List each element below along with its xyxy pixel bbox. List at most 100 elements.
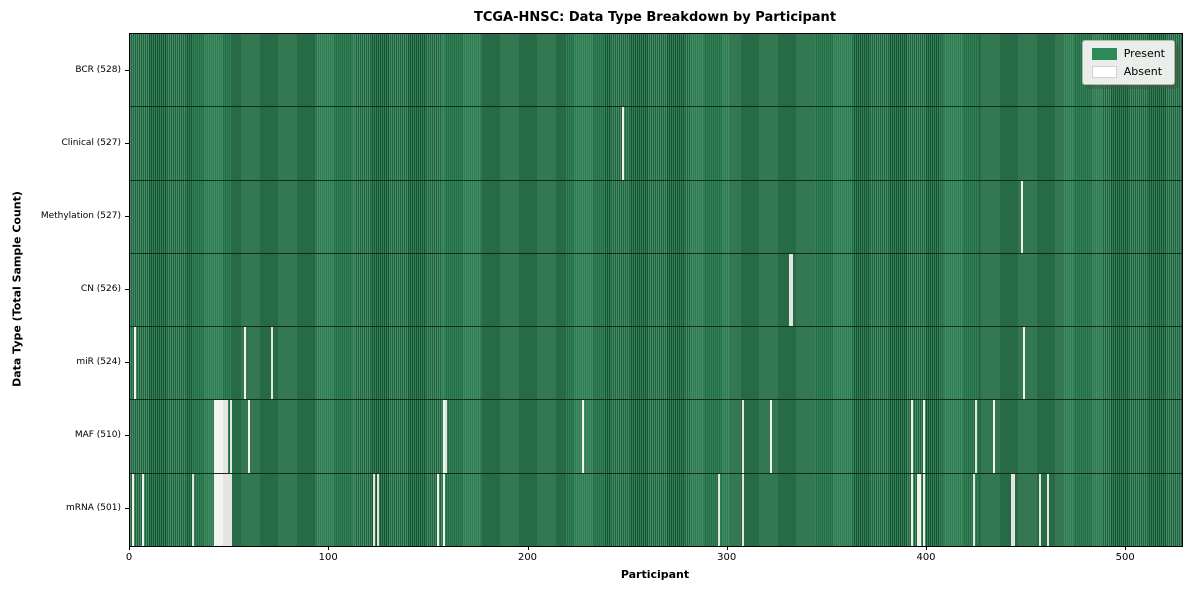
- y-tick-label-cn: CN (526): [80, 284, 121, 294]
- y-tick: [125, 289, 129, 290]
- absent-mark: [219, 400, 222, 473]
- heatmap-row-maf: [130, 399, 1182, 473]
- row-shading: [130, 253, 1182, 327]
- absent-mark: [217, 400, 220, 473]
- absent-mark: [225, 400, 228, 473]
- y-tick: [125, 508, 129, 510]
- y-tick: [125, 215, 129, 217]
- x-tick-label-500: 500: [1115, 552, 1135, 563]
- y-tick-label-bcr: BCR (528): [75, 64, 121, 75]
- y-tick-label-clinical: Clinical (527): [61, 137, 121, 148]
- absent-mark: [191, 473, 194, 546]
- heatmap-row-cn: [130, 252, 1182, 327]
- y-tick: [125, 69, 129, 71]
- x-tick-label-200: 200: [517, 552, 538, 563]
- absent-mark: [622, 107, 625, 180]
- absent-mark: [219, 473, 222, 546]
- row-shading: [130, 400, 1182, 473]
- x-tick: [1125, 546, 1127, 550]
- legend-entry-absent: Absent: [1091, 65, 1165, 78]
- y-tick-label-maf: MAF (510): [74, 430, 121, 441]
- y-tick: [125, 142, 129, 144]
- x-tick: [726, 546, 728, 550]
- absent-mark: [215, 400, 218, 473]
- absent-mark: [227, 473, 230, 546]
- absent-mark: [373, 473, 376, 546]
- absent-mark: [919, 473, 921, 546]
- y-tick-label-methylation: Methylation (527): [40, 210, 121, 221]
- absent-mark: [922, 400, 925, 473]
- absent-mark: [133, 327, 136, 400]
- x-tick: [129, 546, 130, 550]
- heatmap-row-clinical: [130, 106, 1182, 180]
- heatmap-plot[interactable]: Present Absent: [129, 33, 1183, 547]
- absent-mark: [917, 473, 919, 546]
- heatmap-row-mrna: [130, 472, 1182, 546]
- absent-mark: [1038, 473, 1041, 546]
- absent-mark: [271, 327, 274, 400]
- heatmap-rows: [130, 34, 1182, 546]
- row-shading: [130, 180, 1182, 253]
- absent-mark: [213, 473, 216, 546]
- heatmap-row-methylation: [130, 179, 1182, 253]
- x-tick: [926, 546, 927, 550]
- y-tick: [125, 362, 129, 364]
- y-tick-label-mrna: mRNA (501): [66, 503, 121, 514]
- row-shading: [130, 473, 1182, 546]
- absent-mark: [229, 400, 232, 473]
- absent-mark: [229, 473, 232, 546]
- absent-mark: [911, 473, 914, 546]
- legend: Present Absent: [1081, 40, 1175, 85]
- row-shading: [130, 107, 1182, 180]
- absent-mark: [741, 473, 744, 546]
- y-tick: [125, 435, 129, 437]
- absent-mark: [442, 400, 445, 473]
- absent-mark: [247, 400, 250, 473]
- absent-mark: [582, 400, 585, 473]
- legend-label-present: Present: [1123, 47, 1165, 60]
- absent-mark: [1046, 473, 1049, 546]
- absent-mark: [225, 473, 228, 546]
- heatmap-row-bcr: [130, 34, 1182, 107]
- absent-mark: [221, 400, 224, 473]
- x-axis-label: Participant: [620, 568, 690, 581]
- absent-mark: [911, 400, 914, 473]
- x-tick: [328, 546, 330, 550]
- heatmap-row-mir: [130, 326, 1182, 400]
- absent-mark: [791, 253, 794, 327]
- x-tick-label-300: 300: [717, 552, 737, 563]
- legend-label-absent: Absent: [1123, 65, 1163, 78]
- absent-mark: [213, 400, 216, 473]
- absent-mark: [992, 400, 995, 473]
- absent-mark: [377, 473, 380, 546]
- absent-mark: [217, 473, 220, 546]
- absent-swatch-icon: [1091, 65, 1117, 78]
- absent-mark: [717, 473, 720, 546]
- absent-mark: [223, 400, 226, 473]
- absent-mark: [223, 473, 226, 546]
- x-tick-label-100: 100: [318, 552, 338, 563]
- absent-mark: [769, 400, 772, 473]
- absent-mark: [243, 327, 246, 400]
- absent-mark: [1012, 473, 1015, 546]
- absent-mark: [221, 473, 224, 546]
- absent-mark: [1020, 180, 1023, 253]
- absent-mark: [741, 400, 744, 473]
- row-shading: [130, 34, 1182, 107]
- absent-mark: [131, 473, 134, 546]
- present-swatch-icon: [1091, 47, 1117, 60]
- absent-mark: [789, 253, 792, 327]
- x-tick-label-400: 400: [916, 552, 936, 563]
- absent-mark: [1010, 473, 1013, 546]
- x-tick: [527, 546, 529, 550]
- absent-mark: [1022, 327, 1025, 400]
- absent-mark: [141, 473, 144, 546]
- x-tick-label-0: 0: [125, 552, 133, 563]
- absent-mark: [922, 473, 925, 546]
- absent-mark: [442, 473, 445, 546]
- absent-mark: [974, 400, 977, 473]
- absent-mark: [972, 473, 975, 546]
- chart-title: TCGA-HNSC: Data Type Breakdown by Partic…: [473, 10, 837, 25]
- y-tick-label-mir: miR (524): [76, 357, 121, 368]
